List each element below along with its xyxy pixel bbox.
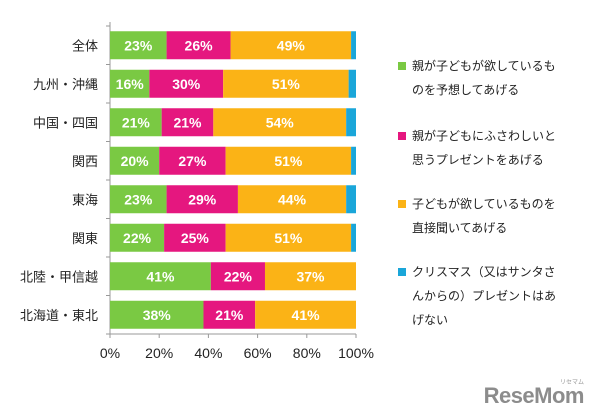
legend-swatch: [398, 200, 406, 208]
data-label: 37%: [296, 268, 325, 284]
bar-segment: [351, 223, 356, 252]
x-tick-label: 40%: [194, 345, 222, 361]
bar-segment: [255, 300, 356, 329]
category-label: 全体: [72, 38, 98, 54]
bar-segment: [110, 146, 160, 175]
data-label: 23%: [124, 191, 153, 207]
data-label: 27%: [178, 153, 207, 169]
data-label: 25%: [181, 230, 210, 246]
data-label: 22%: [224, 268, 253, 284]
legend-label: 直接聞いてあげる: [412, 220, 507, 235]
legend-label: のを予想してあげる: [412, 82, 519, 97]
x-tick-label: 0%: [100, 345, 120, 361]
logo-text: ReseMom: [483, 383, 585, 408]
data-label: 38%: [143, 307, 172, 323]
legend-label: 思うプレゼントをあげる: [412, 153, 544, 167]
bar-segment: [346, 185, 356, 214]
legend-label: 親が子どもが欲しているも: [412, 58, 556, 73]
category-label: 中国・四国: [33, 116, 98, 131]
bar-segment: [213, 108, 347, 137]
bar-segment: [110, 262, 211, 291]
data-label: 44%: [278, 191, 307, 207]
bar-segment: [225, 146, 352, 175]
category-label: 北陸・甲信越: [20, 269, 98, 285]
bar-segment: [203, 300, 256, 329]
resemom-logo: リセマム ReseMom: [483, 380, 585, 409]
bar-segment: [164, 223, 226, 252]
category-label: 九州・沖縄: [33, 78, 98, 93]
data-label: 16%: [116, 76, 145, 92]
data-label: 21%: [173, 114, 202, 130]
legend-label: 子どもが欲しているものを: [412, 196, 556, 211]
data-label: 22%: [123, 230, 152, 246]
bar-segment: [223, 69, 349, 98]
legend-label: クリスマス（又はサンタさ: [412, 265, 556, 279]
bar-segment: [166, 31, 231, 60]
bar-segment: [149, 69, 224, 98]
legend-swatch: [398, 268, 406, 276]
bar-segment: [110, 31, 167, 60]
bar-segment: [110, 69, 150, 98]
category-label: 東海: [72, 192, 98, 208]
bar-segment: [159, 146, 226, 175]
legend-label: 親が子どもにふさわしいと: [412, 128, 556, 143]
data-label: 20%: [121, 153, 150, 169]
logo-small-text: リセマム: [559, 380, 584, 386]
data-label: 49%: [277, 37, 306, 53]
x-tick-label: 80%: [293, 345, 321, 361]
data-label: 51%: [274, 230, 303, 246]
bar-segment: [351, 146, 356, 175]
bar-segment: [166, 185, 238, 214]
data-label: 21%: [122, 114, 151, 130]
category-label: 北海道・東北: [20, 308, 98, 324]
bar-segment: [237, 185, 347, 214]
category-label: 関西: [72, 155, 98, 170]
x-tick-label: 100%: [338, 345, 374, 361]
data-label: 41%: [292, 307, 321, 323]
x-tick-label: 60%: [244, 345, 272, 361]
data-label: 30%: [172, 76, 201, 92]
bar-segment: [230, 31, 352, 60]
x-tick-label: 20%: [145, 345, 173, 361]
legend-swatch: [398, 62, 406, 70]
bar-segment: [348, 69, 356, 98]
bar-segment: [110, 185, 167, 214]
category-label: 関東: [72, 231, 98, 247]
data-label: 54%: [266, 114, 295, 130]
bar-segment: [346, 108, 356, 137]
bar-segment: [161, 108, 214, 137]
bar-segment: [351, 31, 356, 60]
data-label: 51%: [272, 76, 301, 92]
bar-segment: [110, 108, 162, 137]
bar-segment: [110, 300, 204, 329]
legend-label: げない: [412, 313, 448, 327]
data-label: 23%: [124, 37, 153, 53]
bar-segment: [264, 262, 356, 291]
legend-label: んからの）プレゼントはあ: [412, 289, 556, 303]
bar-segment: [225, 223, 352, 252]
data-label: 26%: [185, 37, 214, 53]
bar-segment: [210, 262, 265, 291]
data-label: 21%: [215, 307, 244, 323]
bar-segment: [110, 223, 165, 252]
data-label: 29%: [188, 191, 217, 207]
legend-swatch: [398, 132, 406, 140]
data-label: 41%: [146, 268, 175, 284]
data-label: 51%: [274, 153, 303, 169]
